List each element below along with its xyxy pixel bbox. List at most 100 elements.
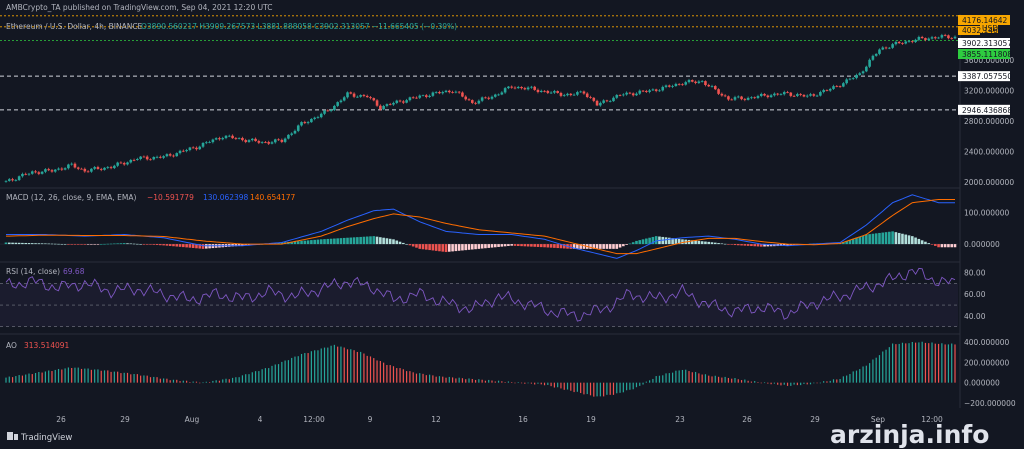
- macd-histogram-bar: [349, 237, 353, 245]
- macd-histogram-bar: [90, 244, 93, 245]
- candle-body: [444, 90, 448, 93]
- candle-body: [490, 96, 494, 99]
- macd-histogram-bar: [53, 243, 57, 245]
- ao-bar: [396, 368, 398, 383]
- ao-bar: [192, 381, 194, 383]
- candle-body: [182, 150, 185, 152]
- macd-histogram-bar: [388, 238, 392, 245]
- ao-bar: [264, 368, 267, 383]
- ao-bar: [517, 382, 519, 383]
- candle-body: [828, 88, 832, 91]
- macd-histogram-bar: [362, 236, 366, 245]
- candle-body: [671, 86, 674, 87]
- macd-value-signal: 140.654177: [250, 193, 296, 202]
- candle-body: [727, 96, 730, 100]
- candle-body: [362, 95, 366, 96]
- macd-histogram-bar: [539, 244, 543, 248]
- candle-body: [536, 89, 540, 92]
- candle-body: [750, 97, 753, 99]
- ao-bar: [724, 376, 726, 383]
- candle-body: [415, 97, 418, 99]
- candle-body: [549, 92, 553, 94]
- rsi-pane: [0, 267, 958, 327]
- price-axis[interactable]: 2000.000000 2400.000000 2800.000000 3200.00…: [964, 56, 1016, 408]
- macd-histogram-bar: [950, 244, 954, 248]
- ao-bar: [455, 378, 457, 383]
- macd-histogram-bar: [185, 244, 188, 248]
- macd-histogram-bar: [296, 241, 300, 245]
- ao-bar: [373, 358, 375, 383]
- macd-histogram-bar: [713, 242, 717, 245]
- ao-bar: [658, 375, 661, 383]
- candle-body: [405, 100, 408, 103]
- ao-bar: [918, 342, 920, 383]
- candle-body: [786, 92, 789, 93]
- level-badge: [958, 71, 1010, 82]
- macd-histogram-bar: [520, 244, 523, 247]
- ao-bar: [688, 371, 690, 383]
- ao-bar: [691, 372, 693, 383]
- ao-bar: [491, 380, 493, 383]
- candle-body: [874, 53, 878, 56]
- candle-body: [352, 93, 356, 97]
- ao-bar: [337, 346, 339, 383]
- macd-histogram-bar: [44, 243, 47, 245]
- macd-histogram-bar: [369, 236, 372, 245]
- candle-body: [526, 87, 530, 90]
- ao-bar: [530, 382, 532, 384]
- ao-bar: [409, 371, 411, 383]
- price-axis-label: 80.00: [964, 269, 986, 278]
- ao-bar: [271, 365, 273, 383]
- candle-body: [34, 171, 37, 173]
- candle-body: [270, 142, 274, 144]
- macd-histogram-bar: [874, 233, 878, 245]
- ao-bar: [865, 365, 867, 383]
- candle-body: [566, 93, 569, 96]
- candle-body: [165, 154, 169, 157]
- candle-body: [208, 142, 211, 143]
- candle-body: [641, 90, 645, 92]
- ao-bar: [678, 370, 680, 383]
- candle-body: [342, 97, 346, 101]
- ao-bar: [599, 382, 601, 397]
- time-axis-label: 23: [675, 415, 685, 424]
- candle-body: [257, 141, 261, 143]
- ao-bar: [921, 341, 923, 383]
- ao-bar: [714, 375, 716, 383]
- signal-line: [6, 199, 955, 255]
- candle-body: [428, 95, 431, 97]
- price-candles: [4, 33, 957, 183]
- macd-histogram-bar: [24, 242, 28, 245]
- macd-histogram-bar: [589, 244, 592, 249]
- ao-bar: [113, 371, 115, 383]
- macd-histogram-bar: [326, 238, 330, 245]
- ao-bar: [314, 350, 316, 383]
- candle-body: [605, 100, 609, 102]
- macd-histogram-bar: [195, 244, 198, 249]
- candle-body: [769, 95, 773, 98]
- macd-histogram-bar: [27, 243, 31, 245]
- candle-body: [940, 35, 944, 38]
- ao-bar: [937, 343, 940, 383]
- price-axis-label: 0.000000: [964, 240, 1000, 249]
- time-axis[interactable]: 26 29 Aug 4 12:00 9 12 16 19 23 26 29 Sep 12:00: [56, 415, 943, 424]
- candle-body: [746, 97, 750, 100]
- rsi-line: [5, 267, 956, 322]
- ao-bar: [294, 356, 296, 383]
- ao-bar: [21, 375, 24, 383]
- macd-histogram-bar: [543, 244, 546, 248]
- candle-body: [773, 93, 776, 96]
- macd-histogram-bar: [280, 242, 284, 245]
- candle-body: [441, 92, 445, 94]
- tradingview-logo[interactable]: TradingView: [7, 432, 72, 443]
- ao-bar: [172, 379, 175, 383]
- ao-bar: [507, 381, 510, 383]
- ao-bar: [360, 351, 362, 383]
- macd-histogram-bar: [448, 244, 451, 252]
- macd-histogram-bar: [395, 240, 399, 245]
- candle-body: [136, 159, 139, 160]
- macd-histogram-bar: [579, 244, 582, 249]
- ao-bar: [639, 382, 641, 386]
- ao-bar: [235, 377, 237, 383]
